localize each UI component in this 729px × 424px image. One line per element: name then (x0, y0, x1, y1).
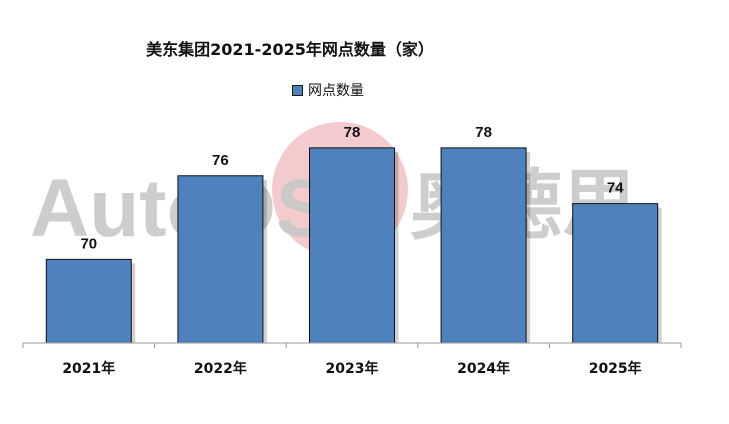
legend: 网点数量 (292, 80, 364, 100)
data-label: 78 (475, 124, 492, 141)
data-label: 76 (212, 152, 229, 169)
x-tick-label: 2024年 (457, 360, 510, 377)
bar-2023年 (309, 147, 395, 344)
x-tick-label: 2023年 (326, 360, 379, 377)
x-tick-label: 2025年 (589, 360, 642, 377)
bar-2025年 (572, 203, 659, 344)
x-tick-label: 2021年 (62, 360, 115, 377)
legend-label: 网点数量 (308, 83, 364, 99)
bar-2024年 (440, 147, 527, 344)
x-tick-label: 2022年 (194, 360, 247, 377)
data-label: 78 (344, 124, 361, 141)
chart-title: 美东集团2021-2025年网点数量（家） (146, 40, 434, 59)
data-label: 70 (80, 235, 97, 252)
bar-2022年 (177, 175, 264, 344)
data-label: 74 (607, 180, 624, 197)
legend-swatch (292, 84, 303, 96)
bar-2021年 (45, 258, 132, 344)
